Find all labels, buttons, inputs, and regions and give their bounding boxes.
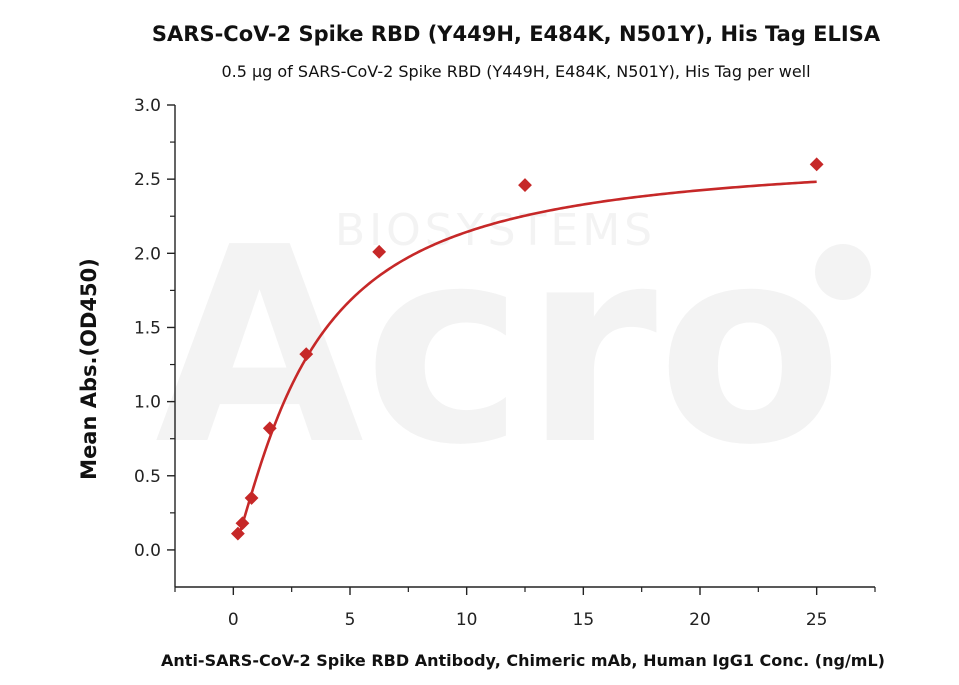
chart-subtitle: 0.5 μg of SARS-CoV-2 Spike RBD (Y449H, E… bbox=[221, 62, 810, 81]
data-point-diamond bbox=[299, 347, 314, 362]
y-tick-label: 1.5 bbox=[134, 318, 161, 338]
data-point-diamond bbox=[230, 526, 245, 541]
data-point-diamond bbox=[372, 244, 387, 259]
y-ticks: 0.0 0.5 1.0 1.5 2.0 2.5 3.0 bbox=[134, 96, 175, 561]
data-point-diamond bbox=[244, 491, 259, 505]
x-tick-label: 20 bbox=[689, 610, 711, 630]
chart-title: SARS-CoV-2 Spike RBD (Y449H, E484K, N501… bbox=[152, 22, 881, 46]
watermark-text: BIOSYSTEMS bbox=[335, 205, 656, 256]
data-point-diamond bbox=[262, 421, 277, 436]
data-point-diamond bbox=[235, 516, 250, 531]
y-tick-label: 2.0 bbox=[134, 244, 161, 264]
y-tick-label: 0.0 bbox=[134, 541, 161, 561]
x-axis-label: Anti-SARS-CoV-2 Spike RBD Antibody, Chim… bbox=[161, 651, 885, 670]
y-axis-label: Mean Abs.(OD450) bbox=[77, 258, 101, 480]
axes: 0.0 0.5 1.0 1.5 2.0 2.5 3.0 0 5 10 15 20 25 bbox=[134, 96, 876, 630]
watermark: Acro BIOSYSTEMS bbox=[155, 189, 871, 504]
data-point-diamond bbox=[809, 157, 824, 172]
x-tick-label: 25 bbox=[806, 610, 828, 630]
data-point-diamond bbox=[518, 178, 532, 192]
x-tick-label: 15 bbox=[573, 610, 595, 630]
y-tick-label: 1.0 bbox=[134, 393, 161, 413]
y-tick-label: 2.5 bbox=[134, 170, 161, 190]
y-tick-label: 0.5 bbox=[134, 467, 161, 487]
y-tick-label: 3.0 bbox=[134, 96, 161, 116]
data-points bbox=[230, 157, 824, 541]
x-ticks: 0 5 10 15 20 25 bbox=[174, 587, 876, 630]
x-tick-label: 0 bbox=[228, 610, 239, 630]
x-tick-label: 10 bbox=[456, 610, 478, 630]
x-tick-label: 5 bbox=[345, 610, 356, 630]
watermark-dot bbox=[815, 244, 871, 300]
watermark-logo: Acro bbox=[155, 189, 843, 504]
fit-curve bbox=[236, 180, 817, 540]
